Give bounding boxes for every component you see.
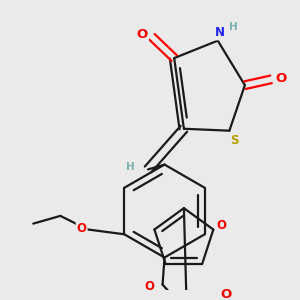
Text: O: O xyxy=(144,280,154,293)
Text: O: O xyxy=(77,222,87,235)
Text: O: O xyxy=(216,219,226,232)
Text: O: O xyxy=(136,28,148,41)
Text: N: N xyxy=(215,26,225,39)
Text: O: O xyxy=(275,72,286,85)
Text: O: O xyxy=(221,288,232,300)
Text: H: H xyxy=(229,22,238,32)
Text: H: H xyxy=(126,163,135,172)
Text: S: S xyxy=(230,134,238,147)
